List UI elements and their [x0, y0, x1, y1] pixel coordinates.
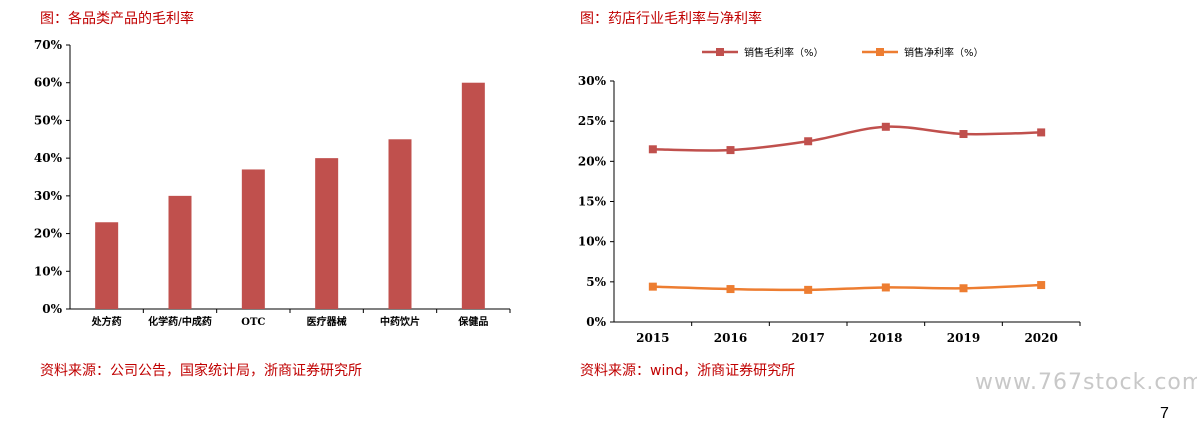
legend-marker-2	[876, 48, 884, 56]
series-2-point	[804, 285, 813, 294]
left-y-tick-label: 0%	[42, 302, 62, 316]
right-x-tick-label: 2020	[1024, 331, 1057, 345]
right-x-tick-label: 2015	[636, 331, 669, 345]
left-y-tick-label: 10%	[34, 264, 63, 278]
right-y-tick-label: 15%	[578, 195, 607, 209]
series-2-point	[1037, 281, 1046, 290]
legend-label-1: 销售毛利率（%）	[744, 46, 824, 59]
bar-5	[388, 139, 412, 309]
bar-3	[241, 169, 265, 309]
series-2-point	[726, 285, 735, 294]
left-y-tick-label: 30%	[34, 189, 63, 203]
series-2-point	[881, 283, 890, 292]
left-y-tick-label: 60%	[34, 76, 63, 90]
series-1-point	[881, 122, 890, 131]
left-x-tick-label: 医疗器械	[307, 315, 347, 328]
left-y-tick-label: 40%	[34, 151, 63, 165]
right-x-tick-label: 2016	[714, 331, 747, 345]
right-y-tick-label: 0%	[586, 315, 606, 329]
right-chart-source: 资料来源：wind，浙商证券研究所	[580, 363, 796, 379]
left-chart-caption: 图：各品类产品的毛利率	[40, 11, 194, 27]
left-y-tick-label: 50%	[34, 113, 63, 127]
bar-2	[168, 195, 192, 309]
bar-6	[461, 82, 485, 309]
series-2-point	[959, 284, 968, 293]
left-chart-source: 资料来源：公司公告，国家统计局，浙商证券研究所	[40, 363, 362, 379]
left-x-tick-label: 处方药	[91, 315, 122, 328]
right-y-tick-label: 10%	[578, 235, 607, 249]
right-y-tick-label: 25%	[578, 114, 607, 128]
series-1-point	[1037, 128, 1046, 137]
watermark: www.767stock.com	[975, 370, 1197, 395]
series-1-point	[959, 130, 968, 139]
right-y-tick-label: 20%	[578, 154, 607, 168]
legend-marker-1	[716, 48, 724, 56]
series-2-point	[648, 282, 657, 291]
left-x-tick-label: OTC	[241, 317, 265, 328]
bar-4	[315, 158, 339, 309]
series-1-point	[804, 137, 813, 146]
left-x-tick-label: 化学药/中成药	[148, 315, 212, 328]
page-number: 7	[1160, 405, 1169, 422]
right-x-tick-label: 2017	[791, 331, 824, 345]
right-y-tick-label: 5%	[586, 275, 606, 289]
right-x-tick-label: 2019	[947, 331, 980, 345]
left-x-tick-label: 保健品	[457, 315, 488, 328]
left-x-tick-label: 中药饮片	[380, 315, 420, 328]
left-y-tick-label: 70%	[34, 38, 63, 52]
series-line-1	[652, 125, 1042, 152]
series-1-point	[726, 146, 735, 155]
right-x-tick-label: 2018	[869, 331, 902, 345]
legend-label-2: 销售净利率（%）	[904, 46, 984, 59]
series-1-point	[648, 145, 657, 154]
right-chart-caption: 图：药店行业毛利率与净利率	[580, 11, 762, 27]
left-y-tick-label: 20%	[34, 227, 63, 241]
series-line-2	[652, 283, 1042, 292]
bar-1	[95, 222, 119, 309]
right-y-tick-label: 30%	[578, 74, 607, 88]
